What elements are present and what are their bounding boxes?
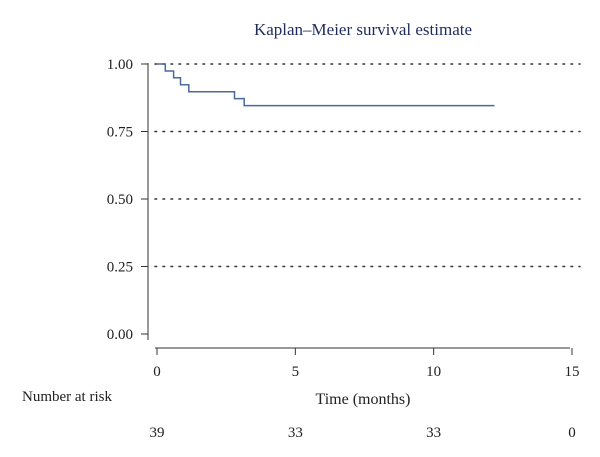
x-axis-ticks: 0 5 10 15 [153, 348, 580, 380]
risk-count-3: 0 [568, 425, 576, 441]
y-tick-label-2: 0.50 [107, 192, 133, 208]
risk-table-counts: 39 33 33 0 [150, 425, 576, 441]
y-tick-label-0: 0.00 [107, 327, 133, 343]
risk-count-1: 33 [288, 425, 303, 441]
survival-series [157, 63, 495, 107]
y-tick-label-3: 0.75 [107, 125, 133, 141]
risk-count-2: 33 [426, 425, 441, 441]
x-axis-label: Time (months) [316, 391, 411, 408]
y-tick-label-1: 0.25 [107, 260, 133, 276]
gridlines [154, 63, 581, 268]
x-tick-label-3: 15 [565, 364, 580, 380]
risk-table-label: Number at risk [22, 389, 112, 405]
y-axis-ticks: 0.00 0.25 0.50 0.75 1.00 [107, 57, 148, 343]
y-tick-label-4: 1.00 [107, 57, 133, 73]
chart-title: Kaplan–Meier survival estimate [254, 20, 472, 39]
x-tick-label-2: 10 [426, 364, 441, 380]
x-tick-label-1: 5 [292, 364, 300, 380]
survival-curve-0 [157, 63, 495, 107]
risk-count-0: 39 [150, 425, 165, 441]
x-tick-label-0: 0 [153, 364, 161, 380]
